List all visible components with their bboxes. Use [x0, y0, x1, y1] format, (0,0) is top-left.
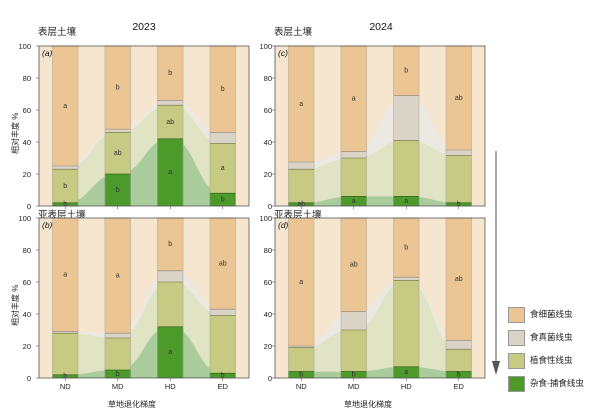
- svg-text:ab: ab: [219, 260, 227, 267]
- svg-text:a: a: [221, 165, 225, 172]
- svg-text:ab: ab: [455, 95, 463, 102]
- svg-text:ab: ab: [166, 119, 174, 126]
- svg-text:a: a: [352, 96, 356, 103]
- svg-text:ED: ED: [454, 382, 465, 391]
- svg-text:HD: HD: [401, 382, 412, 391]
- svg-text:ND: ND: [296, 382, 307, 391]
- svg-text:ND: ND: [60, 382, 71, 391]
- svg-text:a: a: [299, 279, 303, 286]
- svg-text:b: b: [299, 372, 303, 379]
- svg-text:ab: ab: [455, 276, 463, 283]
- svg-text:b: b: [116, 187, 120, 194]
- svg-text:b: b: [63, 183, 67, 190]
- svg-text:a: a: [404, 198, 408, 205]
- svg-text:ED: ED: [218, 382, 229, 391]
- svg-text:b: b: [352, 372, 356, 379]
- svg-text:b: b: [221, 196, 225, 203]
- svg-text:b: b: [116, 84, 120, 91]
- svg-text:b: b: [404, 244, 408, 251]
- svg-text:a: a: [168, 169, 172, 176]
- svg-text:a: a: [404, 369, 408, 376]
- svg-text:a: a: [116, 272, 120, 279]
- svg-text:ab: ab: [114, 150, 122, 157]
- svg-text:b: b: [457, 372, 461, 379]
- svg-text:ab: ab: [350, 262, 358, 269]
- svg-text:a: a: [63, 103, 67, 110]
- svg-text:a: a: [299, 101, 303, 108]
- svg-text:a: a: [352, 198, 356, 205]
- svg-text:b: b: [116, 371, 120, 378]
- svg-text:b: b: [168, 70, 172, 77]
- svg-text:b: b: [168, 241, 172, 248]
- svg-text:a: a: [168, 349, 172, 356]
- svg-text:HD: HD: [165, 382, 176, 391]
- svg-text:MD: MD: [348, 382, 360, 391]
- svg-text:a: a: [63, 272, 67, 279]
- svg-text:MD: MD: [112, 382, 124, 391]
- svg-text:b: b: [404, 68, 408, 75]
- svg-text:b: b: [221, 86, 225, 93]
